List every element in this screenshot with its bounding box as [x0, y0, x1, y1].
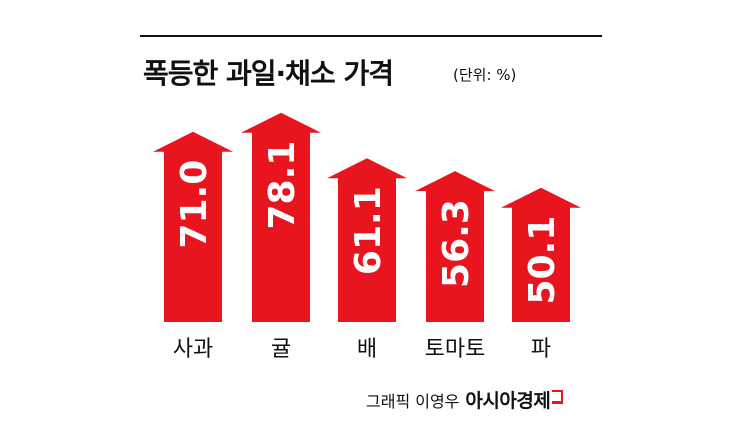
- value-labels: 71.0 78.1 61.1 56.3 50.1: [174, 141, 563, 305]
- category-labels: 사과 귤 배 토마토 파: [173, 337, 551, 362]
- category-label: 귤: [271, 337, 291, 362]
- bar-1: [153, 131, 233, 322]
- bar-series: [153, 112, 581, 322]
- credit-text: 그래픽 이영우: [366, 392, 460, 411]
- category-label: 토마토: [425, 337, 486, 362]
- brand-logo: 아시아경제: [465, 390, 551, 412]
- unit-label: (단위: %): [453, 66, 517, 84]
- top-rule: [140, 35, 602, 37]
- bar-4: [415, 171, 495, 322]
- category-label: 배: [357, 337, 377, 362]
- chart-title: 폭등한 과일·채소 가격: [143, 57, 394, 90]
- value-label: 71.0: [174, 160, 215, 249]
- value-label: 78.1: [262, 141, 303, 230]
- value-label: 50.1: [522, 216, 563, 305]
- value-label: 61.1: [348, 186, 389, 275]
- credit-line: 그래픽 이영우 아시아경제: [366, 386, 564, 413]
- category-label: 파: [531, 337, 551, 362]
- bar-3: [327, 158, 407, 322]
- bar-5: [501, 187, 581, 322]
- brand-mark-icon: [552, 390, 564, 404]
- value-label: 56.3: [436, 199, 477, 288]
- category-label: 사과: [173, 337, 213, 362]
- bar-2: [241, 112, 321, 322]
